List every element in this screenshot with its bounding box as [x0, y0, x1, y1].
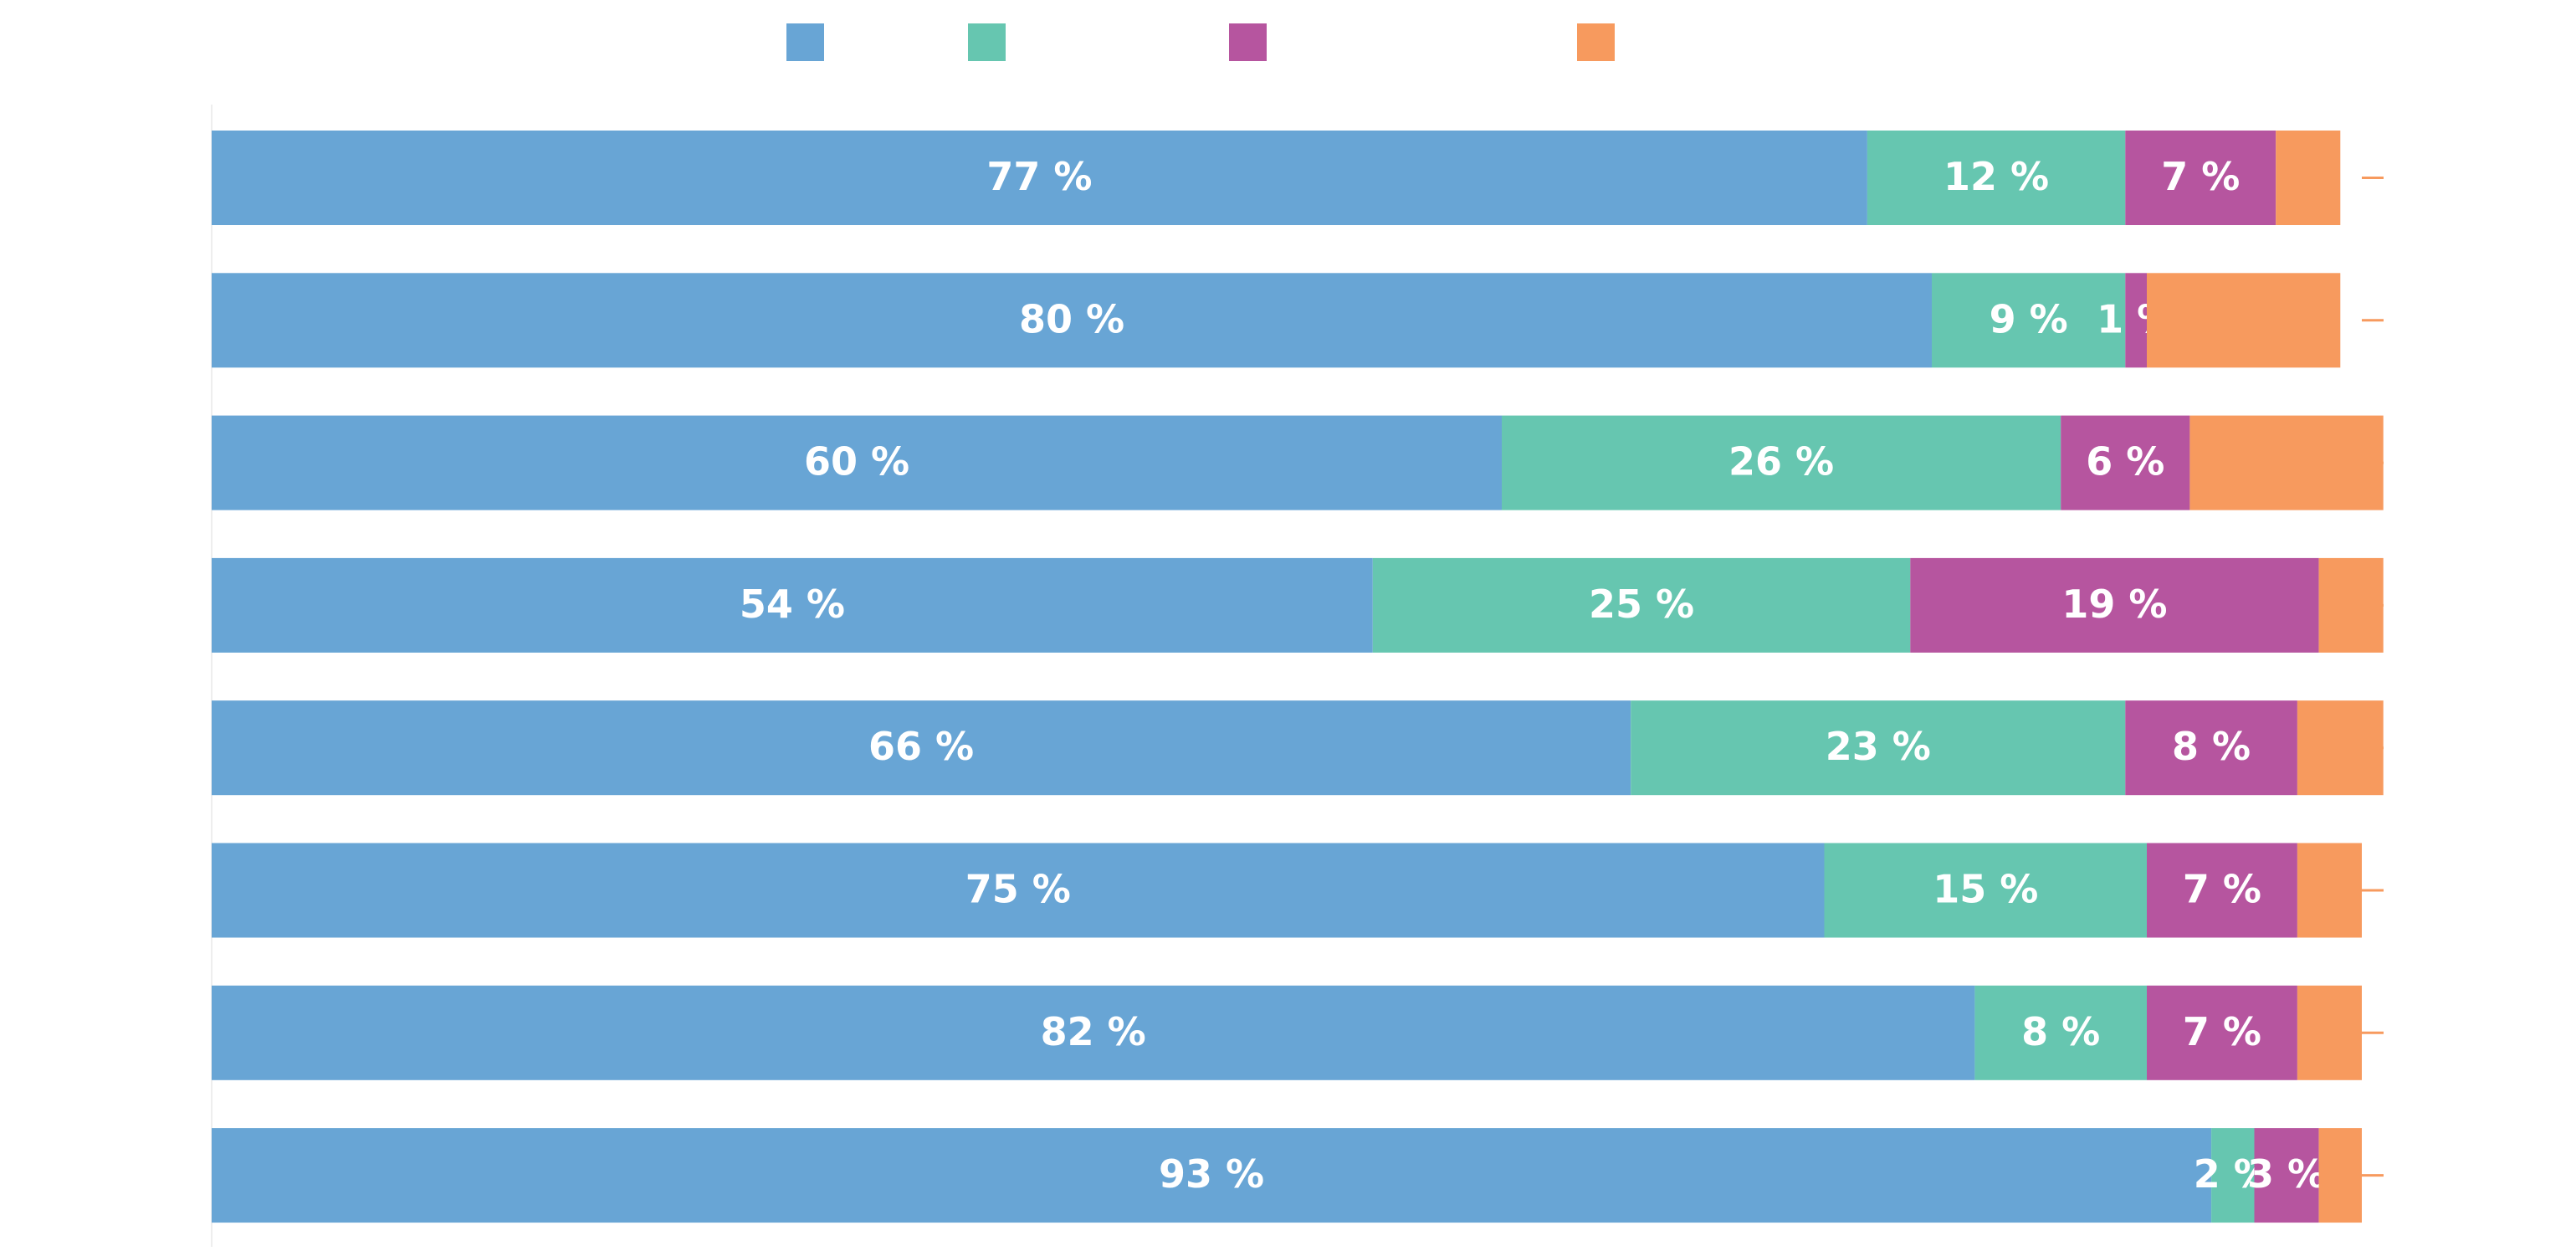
data-label: 77 %: [986, 154, 1092, 199]
bar-segment: [1867, 131, 2126, 225]
bar-segment: [1932, 273, 2126, 368]
bar-segment: [2125, 273, 2147, 368]
bar-segment: [212, 985, 1975, 1080]
bar-segment: [212, 415, 1502, 510]
bar-segment: [212, 273, 1932, 368]
bar-segment: [1824, 843, 2147, 938]
bar-segment: [2254, 1128, 2319, 1223]
data-label: 54 %: [740, 582, 845, 627]
data-label: 3 %: [2247, 1151, 2326, 1197]
bar-segment: [212, 843, 1825, 938]
data-label: 9 %: [1990, 296, 2068, 341]
bar-segment: [2318, 1128, 2362, 1223]
bar-segment: [2297, 843, 2362, 938]
data-label: 8 %: [2172, 724, 2251, 769]
bar-segment: [2147, 843, 2297, 938]
bar-segment: [212, 700, 1631, 796]
bar-segment: [1974, 985, 2147, 1080]
bar-segment: [1502, 415, 2061, 510]
data-label: 12 %: [1944, 154, 2049, 199]
bar-segment: [1631, 700, 2126, 796]
bar-segment: [1910, 557, 2319, 653]
legend-swatch: [786, 23, 824, 61]
bar-segment: [2211, 1128, 2255, 1223]
bar-segment: [2125, 700, 2297, 796]
bar-segment: [2189, 415, 2384, 510]
data-label: 7 %: [2161, 154, 2240, 199]
data-label: 7 %: [2183, 867, 2261, 912]
bar-segment: [2276, 131, 2341, 225]
bar-segment: [2061, 415, 2190, 510]
data-label: 75 %: [965, 867, 1071, 912]
legend-swatch: [1577, 23, 1615, 61]
data-label: 80 %: [1019, 296, 1124, 341]
data-label: 25 %: [1589, 582, 1694, 627]
data-label: 19 %: [2061, 582, 2167, 627]
bar-segment: [2297, 985, 2362, 1080]
data-label: 26 %: [1728, 439, 1834, 484]
bar-segment: [1372, 557, 1911, 653]
bar-segment: [212, 131, 1867, 225]
data-label: 82 %: [1041, 1009, 1146, 1054]
bar-segment: [2147, 273, 2341, 368]
bar-segment: [212, 1128, 2212, 1223]
legend-swatch: [1229, 23, 1267, 61]
data-label: 93 %: [1159, 1151, 1264, 1197]
bar-segment: [2147, 985, 2297, 1080]
data-label: 6 %: [2086, 439, 2164, 484]
data-label: 66 %: [868, 724, 974, 769]
data-label: 60 %: [804, 439, 909, 484]
data-label: 23 %: [1826, 724, 1931, 769]
data-label: 8 %: [2021, 1009, 2100, 1054]
bar-segment: [212, 557, 1373, 653]
legend-swatch: [968, 23, 1006, 61]
bar-segment: [2125, 131, 2276, 225]
data-label: 15 %: [1933, 867, 2038, 912]
data-label: 7 %: [2183, 1009, 2261, 1054]
